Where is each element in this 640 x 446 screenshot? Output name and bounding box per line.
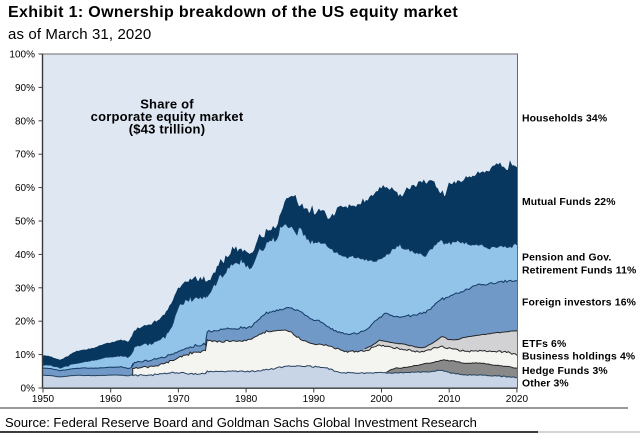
svg-text:10%: 10% (15, 350, 35, 361)
svg-text:40%: 40% (15, 250, 35, 261)
svg-text:Pension and Gov.: Pension and Gov. (522, 253, 611, 264)
svg-text:Mutual Funds 22%: Mutual Funds 22% (522, 197, 616, 208)
svg-text:20%: 20% (15, 317, 35, 328)
svg-text:2020: 2020 (506, 394, 529, 405)
svg-text:0%: 0% (21, 384, 36, 395)
svg-text:70%: 70% (15, 150, 35, 161)
svg-text:30%: 30% (15, 283, 35, 294)
svg-text:Retirement Funds 11%: Retirement Funds 11% (522, 265, 636, 276)
svg-text:Other 3%: Other 3% (522, 379, 569, 390)
svg-text:Business holdings 4%: Business holdings 4% (522, 352, 635, 363)
svg-text:corporate equity market: corporate equity market (91, 109, 244, 124)
svg-text:Households 34%: Households 34% (522, 114, 607, 125)
svg-text:($43 trillion): ($43 trillion) (129, 122, 205, 137)
svg-text:100%: 100% (9, 50, 35, 61)
svg-text:1950: 1950 (32, 394, 55, 405)
svg-text:ETFs 6%: ETFs 6% (522, 339, 566, 350)
svg-text:1970: 1970 (167, 394, 190, 405)
svg-text:2010: 2010 (438, 394, 461, 405)
svg-text:1980: 1980 (235, 394, 258, 405)
svg-text:2000: 2000 (370, 394, 393, 405)
svg-text:80%: 80% (15, 116, 35, 127)
svg-text:Hedge Funds 3%: Hedge Funds 3% (522, 366, 608, 377)
svg-text:Share of: Share of (140, 97, 194, 112)
svg-text:90%: 90% (15, 83, 35, 94)
svg-text:1990: 1990 (303, 394, 326, 405)
svg-text:Foreign investors 16%: Foreign investors 16% (522, 298, 636, 309)
svg-text:60%: 60% (15, 183, 35, 194)
svg-text:50%: 50% (15, 217, 35, 228)
svg-text:1960: 1960 (100, 394, 123, 405)
